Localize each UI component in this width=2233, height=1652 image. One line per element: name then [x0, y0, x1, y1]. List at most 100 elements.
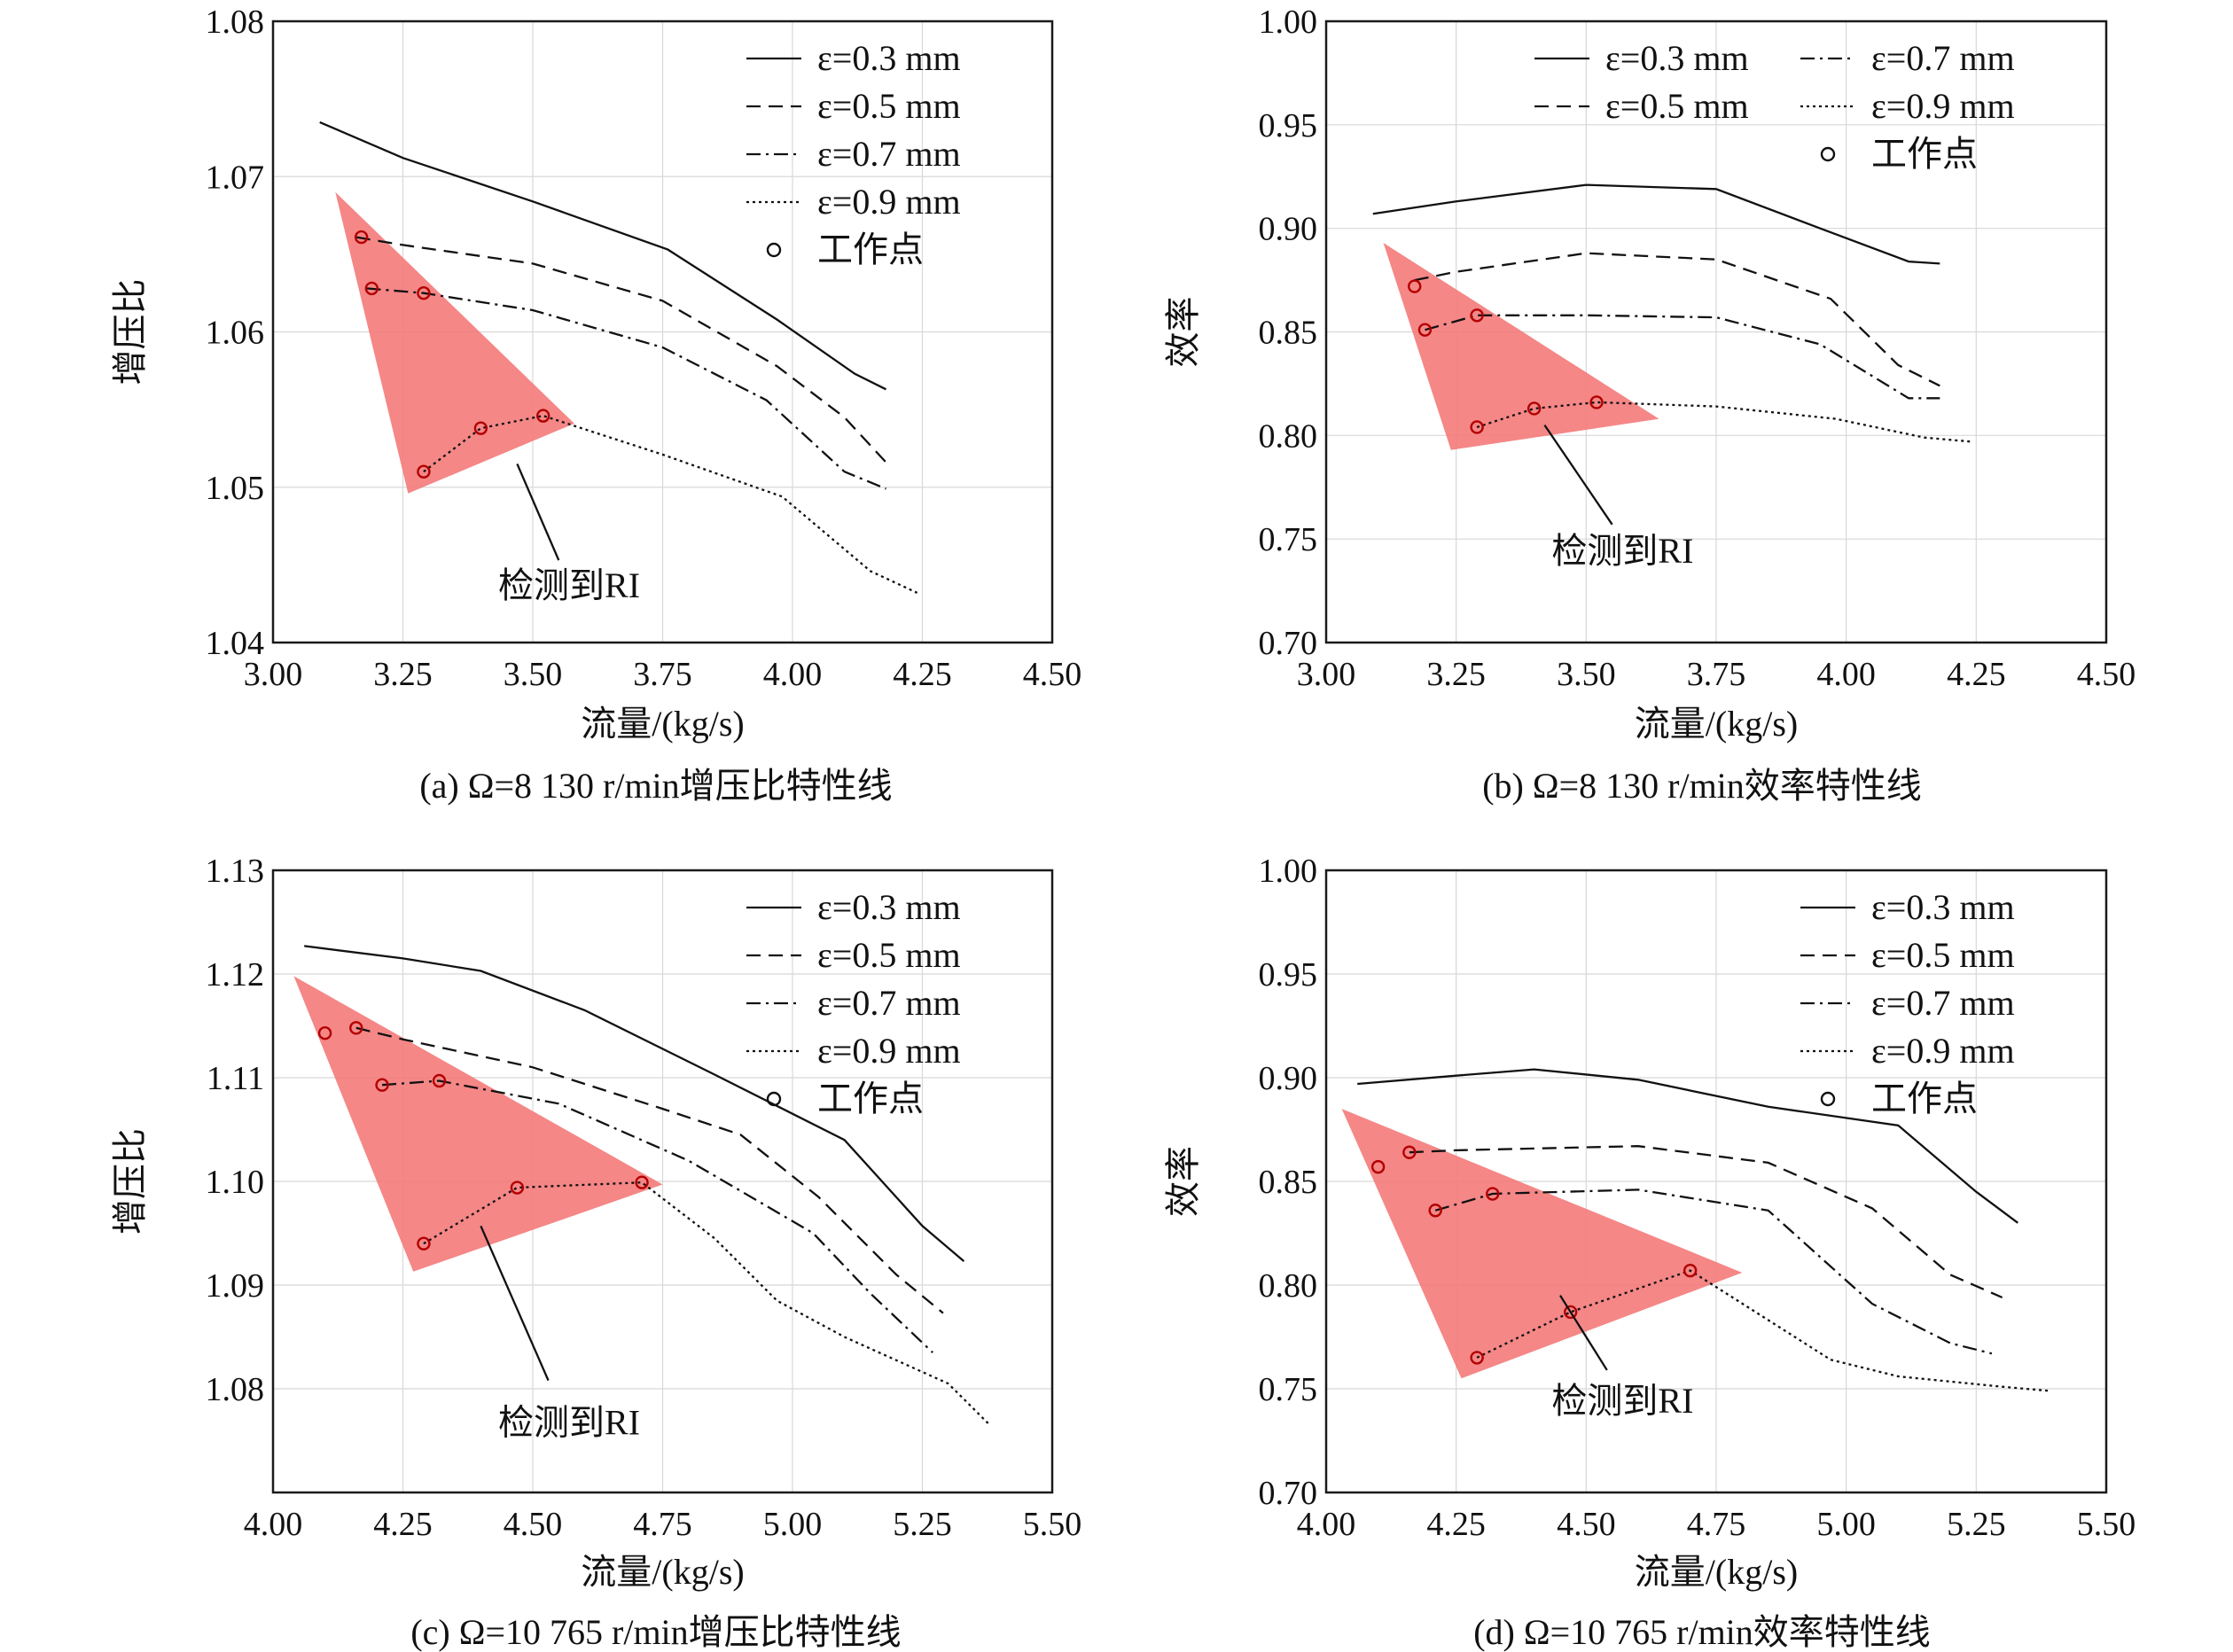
operating-point	[536, 409, 550, 423]
operating-point	[1683, 1263, 1698, 1278]
legend-label: 工作点	[1871, 1079, 1978, 1118]
operating-point	[1470, 308, 1484, 323]
legend-label: ε=0.9 mm	[1871, 1031, 2015, 1071]
y-tick-label: 1.08	[206, 1371, 265, 1408]
series-line	[423, 414, 918, 594]
x-tick-label: 5.00	[763, 1506, 823, 1543]
operating-point	[364, 281, 379, 296]
ri-label: 检测到RI	[1551, 531, 1693, 571]
x-tick-label: 4.75	[633, 1506, 692, 1543]
operating-point	[473, 421, 488, 435]
series-line	[1476, 1269, 2050, 1392]
chart-caption: (a) Ω=8 130 r/min增压比特性线	[419, 766, 892, 806]
y-tick-label: 1.12	[206, 956, 265, 994]
y-tick-label: 0.90	[1259, 211, 1318, 248]
x-tick-label: 4.25	[373, 1506, 433, 1543]
series-line	[1357, 1068, 2018, 1224]
x-tick-label: 3.75	[633, 656, 692, 693]
operating-point	[1589, 395, 1604, 409]
ri-region	[1341, 1109, 1743, 1379]
ri-label: 检测到RI	[498, 565, 640, 605]
legend-label: ε=0.9 mm	[1871, 86, 2015, 126]
x-tick-label: 4.50	[504, 1506, 563, 1543]
y-tick-label: 0.70	[1259, 625, 1318, 662]
operating-point	[1526, 401, 1542, 416]
series-line	[355, 1026, 944, 1314]
x-axis-label: 流量/(kg/s)	[1635, 1552, 1798, 1592]
legend-label: ε=0.7 mm	[1871, 38, 2015, 78]
legend-label: ε=0.5 mm	[1871, 935, 2015, 975]
series-line	[1372, 183, 1940, 265]
x-tick-label: 4.50	[1023, 656, 1082, 693]
y-tick-label: 0.70	[1259, 1475, 1318, 1512]
series-line	[382, 1079, 933, 1353]
ri-region	[335, 191, 574, 494]
operating-point	[1486, 1187, 1500, 1201]
operating-point	[635, 1175, 649, 1189]
y-tick-label: 0.80	[1259, 417, 1318, 455]
legend-marker-sample	[766, 242, 782, 258]
x-axis-label: 流量/(kg/s)	[1635, 704, 1798, 744]
operating-point	[375, 1078, 389, 1092]
x-tick-label: 3.00	[1297, 656, 1356, 693]
ri-region	[293, 976, 663, 1272]
operating-point	[1470, 420, 1484, 434]
y-tick-label: 0.85	[1259, 315, 1318, 352]
y-tick-label: 1.06	[206, 315, 265, 352]
x-tick-label: 4.25	[1947, 656, 2006, 693]
operating-point	[349, 1021, 363, 1035]
legend-marker-sample	[766, 1091, 782, 1107]
operating-point	[1564, 1305, 1578, 1320]
x-tick-label: 4.50	[2077, 656, 2136, 693]
operating-point	[1408, 279, 1422, 293]
x-tick-label: 4.25	[893, 656, 952, 693]
legend-label: ε=0.7 mm	[817, 134, 961, 174]
ri-pointer-line	[516, 464, 560, 561]
x-tick-label: 3.25	[1426, 656, 1486, 693]
x-tick-label: 5.50	[2077, 1506, 2136, 1543]
chart-caption: (c) Ω=10 765 r/min增压比特性线	[410, 1612, 901, 1652]
chart-panel: 4.00 4.25 4.50 4.75 5.00 5.25 5.50 0.70 0.75 0.80…	[1163, 853, 2135, 1652]
legend-label: ε=0.3 mm	[1605, 38, 1749, 78]
x-axis-label: 流量/(kg/s)	[581, 1552, 744, 1592]
y-tick-label: 1.10	[206, 1164, 265, 1201]
plot-frame	[1324, 19, 2108, 644]
series-line	[1414, 252, 1940, 387]
x-tick-label: 5.25	[1947, 1506, 2006, 1543]
y-tick-label: 0.90	[1259, 1060, 1318, 1097]
y-axis-label: 效率	[1163, 1146, 1203, 1217]
x-tick-label: 4.75	[1687, 1506, 1746, 1543]
legend-label: 工作点	[817, 230, 924, 269]
legend-marker-sample	[1820, 146, 1836, 162]
operating-point	[1402, 1145, 1417, 1159]
ri-region	[1383, 243, 1659, 450]
y-tick-label: 1.08	[206, 4, 265, 41]
series-line	[319, 121, 887, 391]
x-tick-label: 3.25	[373, 656, 433, 693]
y-axis-label: 增压比	[110, 1128, 150, 1235]
x-tick-label: 4.00	[1816, 656, 1876, 693]
x-tick-label: 3.50	[504, 656, 563, 693]
legend-label: ε=0.3 mm	[817, 38, 961, 78]
y-tick-label: 1.05	[206, 470, 265, 507]
legend-label: ε=0.5 mm	[1605, 86, 1749, 126]
series-line	[423, 1181, 991, 1426]
series-line	[1409, 1145, 2003, 1299]
legend-label: ε=0.3 mm	[817, 887, 961, 927]
operating-point	[1428, 1204, 1442, 1218]
legend-marker-sample	[1820, 1091, 1836, 1107]
series-line	[1425, 314, 1940, 400]
ri-label: 检测到RI	[1551, 1381, 1693, 1421]
operating-point	[432, 1073, 447, 1088]
x-tick-label: 4.00	[1297, 1506, 1356, 1543]
operating-point	[354, 230, 369, 245]
x-tick-label: 3.75	[1687, 656, 1746, 693]
legend-label: ε=0.5 mm	[817, 935, 961, 975]
operating-point	[417, 285, 431, 300]
y-tick-label: 0.80	[1259, 1267, 1318, 1305]
operating-point	[1417, 323, 1433, 337]
series-line	[1476, 401, 1971, 443]
x-tick-label: 3.50	[1557, 656, 1616, 693]
y-tick-label: 1.09	[206, 1267, 265, 1305]
x-tick-label: 3.00	[244, 656, 303, 693]
